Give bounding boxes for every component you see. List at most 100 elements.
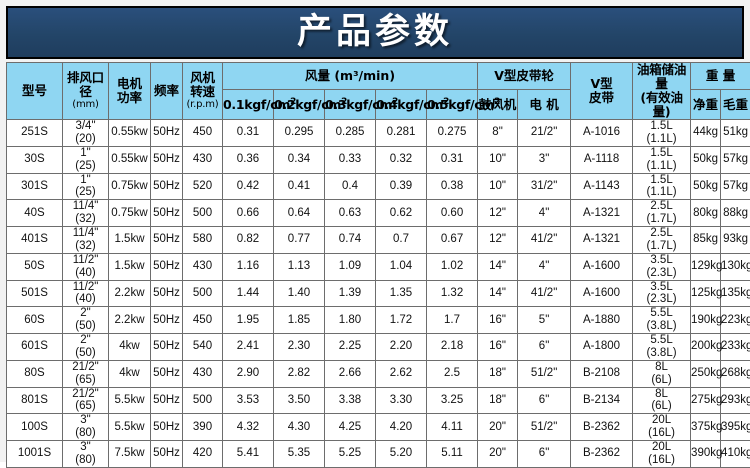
cell-oil-tank: 5.5L(3.8L) <box>633 334 691 361</box>
cell-air-volume-3: 4.25 <box>325 414 376 441</box>
cell-weight-net: 85kg <box>691 227 721 254</box>
cell-frequency: 50Hz <box>151 253 183 280</box>
cell-air-volume-1: 3.53 <box>223 387 274 414</box>
cell-weight-net: 125kg <box>691 280 721 307</box>
cell-air-volume-2: 1.13 <box>274 253 325 280</box>
cell-air-volume-4: 1.35 <box>376 280 427 307</box>
header-motor-power-line2: 功率 <box>109 91 150 105</box>
cell-model: 501S <box>7 280 63 307</box>
cell-v-belt: A-1321 <box>571 200 633 227</box>
header-oil-tank-line2: (有效油量) <box>633 91 690 119</box>
cell-frequency: 50Hz <box>151 120 183 147</box>
header-v-belt: V型 皮带 <box>571 63 633 120</box>
cell-pulley-blower: 16" <box>478 334 518 361</box>
cell-motor-power: 0.55kw <box>109 146 151 173</box>
header-pressure-0-3: 0.3kgf/cm2 <box>325 90 376 120</box>
cell-v-belt: A-1880 <box>571 307 633 334</box>
cell-motor-power: 5.5kw <box>109 414 151 441</box>
cell-motor-power: 4kw <box>109 334 151 361</box>
cell-fan-speed: 430 <box>183 360 223 387</box>
cell-frequency: 50Hz <box>151 334 183 361</box>
cell-weight-gross: 223kg <box>721 307 750 334</box>
cell-weight-gross: 135kg <box>721 280 750 307</box>
cell-model: 801S <box>7 387 63 414</box>
cell-model: 100S <box>7 414 63 441</box>
cell-air-volume-3: 5.25 <box>325 441 376 468</box>
cell-model: 601S <box>7 334 63 361</box>
cell-oil-tank: 2.5L(1.7L) <box>633 200 691 227</box>
header-weight-gross: 毛重 <box>721 90 750 120</box>
cell-oil-tank: 5.5L(3.8L) <box>633 307 691 334</box>
cell-pulley-motor: 4" <box>518 253 571 280</box>
cell-frequency: 50Hz <box>151 441 183 468</box>
cell-fan-speed: 580 <box>183 227 223 254</box>
cell-outlet-diameter: 21/2"(65) <box>63 360 109 387</box>
cell-fan-speed: 430 <box>183 253 223 280</box>
cell-air-volume-4: 1.04 <box>376 253 427 280</box>
product-spec-table: 型号 排风口径 (mm) 电机 功率 频率 <box>6 62 750 468</box>
cell-air-volume-5: 0.67 <box>427 227 478 254</box>
cell-air-volume-2: 0.295 <box>274 120 325 147</box>
cell-pulley-motor: 21/2" <box>518 120 571 147</box>
cell-weight-net: 275kg <box>691 387 721 414</box>
cell-v-belt: A-1600 <box>571 253 633 280</box>
cell-air-volume-5: 0.31 <box>427 146 478 173</box>
cell-weight-gross: 93kg <box>721 227 750 254</box>
cell-motor-power: 7.5kw <box>109 441 151 468</box>
cell-motor-power: 2.2kw <box>109 307 151 334</box>
cell-air-volume-2: 5.35 <box>274 441 325 468</box>
cell-outlet-diameter: 11/2"(40) <box>63 253 109 280</box>
cell-weight-net: 129kg <box>691 253 721 280</box>
cell-motor-power: 1.5kw <box>109 253 151 280</box>
header-model: 型号 <box>7 63 63 120</box>
cell-frequency: 50Hz <box>151 360 183 387</box>
cell-air-volume-1: 2.41 <box>223 334 274 361</box>
cell-oil-tank: 1.5L(1.1L) <box>633 120 691 147</box>
cell-pulley-blower: 20" <box>478 441 518 468</box>
cell-pulley-motor: 6" <box>518 334 571 361</box>
cell-oil-tank: 20L(16L) <box>633 414 691 441</box>
cell-weight-gross: 395kg <box>721 414 750 441</box>
header-fan-speed: 风机 转速 (r.p.m) <box>183 63 223 120</box>
cell-model: 1001S <box>7 441 63 468</box>
page-title: 产品参数 <box>297 15 453 50</box>
header-oil-tank: 油箱储油量 (有效油量) <box>633 63 691 120</box>
cell-air-volume-1: 0.36 <box>223 146 274 173</box>
cell-air-volume-4: 5.20 <box>376 441 427 468</box>
cell-motor-power: 5.5kw <box>109 387 151 414</box>
cell-air-volume-2: 1.85 <box>274 307 325 334</box>
cell-motor-power: 4kw <box>109 360 151 387</box>
cell-air-volume-4: 4.20 <box>376 414 427 441</box>
cell-weight-net: 390kg <box>691 441 721 468</box>
cell-air-volume-4: 0.39 <box>376 173 427 200</box>
cell-pulley-blower: 12" <box>478 200 518 227</box>
cell-fan-speed: 420 <box>183 441 223 468</box>
cell-air-volume-5: 2.18 <box>427 334 478 361</box>
cell-frequency: 50Hz <box>151 387 183 414</box>
cell-model: 401S <box>7 227 63 254</box>
cell-model: 50S <box>7 253 63 280</box>
header-v-belt-line2: 皮带 <box>571 91 632 105</box>
cell-frequency: 50Hz <box>151 280 183 307</box>
cell-air-volume-1: 1.95 <box>223 307 274 334</box>
cell-oil-tank: 1.5L(1.1L) <box>633 173 691 200</box>
header-v-pulley: V型皮带轮 <box>478 63 571 90</box>
cell-v-belt: B-2362 <box>571 414 633 441</box>
cell-air-volume-4: 1.72 <box>376 307 427 334</box>
cell-air-volume-4: 2.62 <box>376 360 427 387</box>
cell-air-volume-3: 1.09 <box>325 253 376 280</box>
cell-v-belt: A-1143 <box>571 173 633 200</box>
cell-outlet-diameter: 1"(25) <box>63 173 109 200</box>
cell-motor-power: 0.75kw <box>109 173 151 200</box>
cell-frequency: 50Hz <box>151 146 183 173</box>
cell-v-belt: A-1800 <box>571 334 633 361</box>
cell-weight-gross: 410kg <box>721 441 750 468</box>
cell-pulley-motor: 4" <box>518 200 571 227</box>
header-pressure-0-4: 0.4kgf/cm2 <box>376 90 427 120</box>
cell-v-belt: B-2134 <box>571 387 633 414</box>
cell-model: 40S <box>7 200 63 227</box>
